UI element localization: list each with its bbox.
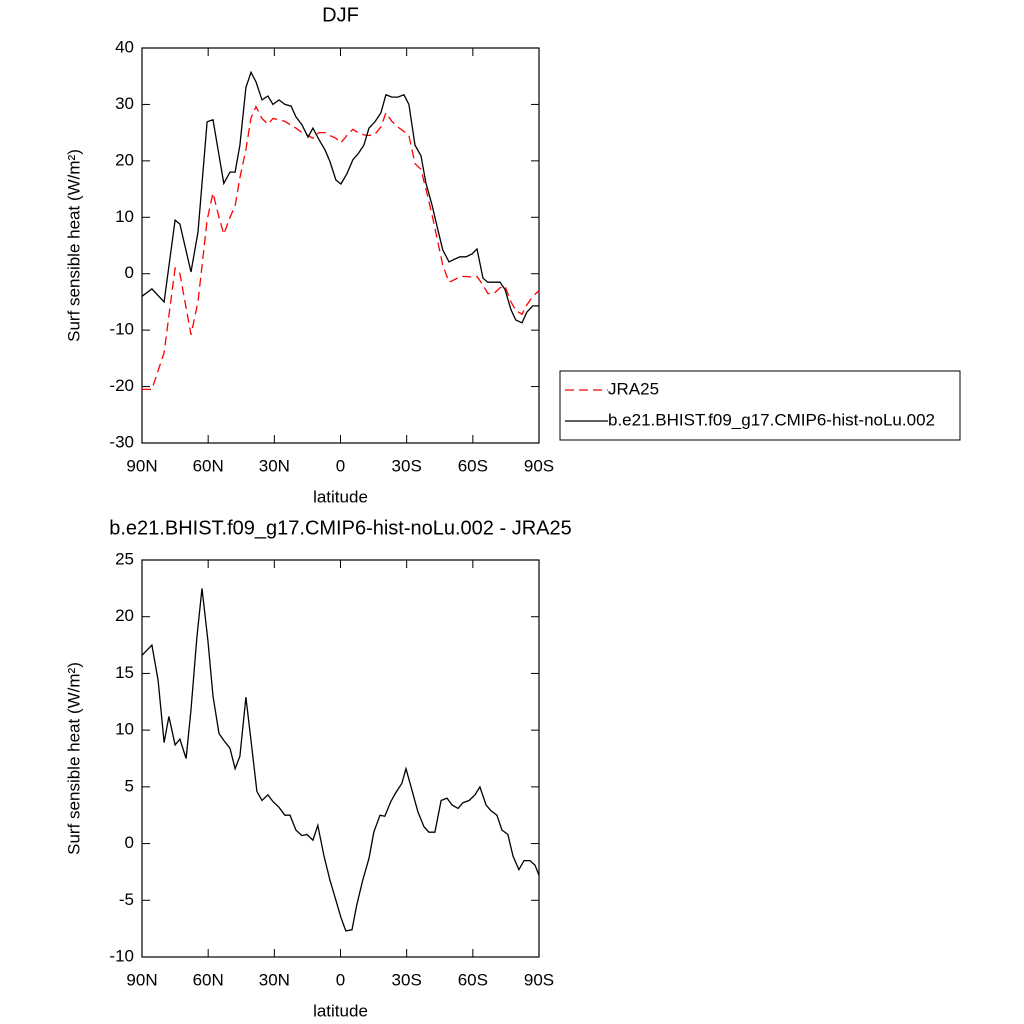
y-tick-label: 15 (115, 663, 134, 682)
plot-frame (141, 47, 540, 444)
data-line (141, 70, 539, 324)
y-axis-label: Surf sensible heat (W/m²) (64, 149, 83, 342)
x-tick-label: 90N (126, 456, 157, 475)
x-tick-label: 90N (126, 970, 157, 989)
x-tick-label: 60S (458, 456, 488, 475)
y-tick-label: 20 (115, 606, 134, 625)
y-tick-label: 0 (125, 263, 134, 282)
y-tick-label: -10 (109, 946, 134, 965)
legend-label: b.e21.BHIST.f09_g17.CMIP6-hist-noLu.002 (608, 410, 935, 429)
x-tick-label: 30N (259, 970, 290, 989)
x-tick-label: 60S (458, 970, 488, 989)
data-line (141, 588, 540, 932)
x-axis-label: latitude (313, 487, 368, 506)
y-tick-label: -20 (109, 376, 134, 395)
x-tick-label: 0 (336, 970, 345, 989)
y-tick-label: 10 (115, 207, 134, 226)
legend-label: JRA25 (608, 379, 659, 398)
y-tick-label: -30 (109, 432, 134, 451)
y-tick-label: 0 (125, 833, 134, 852)
x-tick-label: 60N (193, 456, 224, 475)
x-tick-label: 60N (193, 970, 224, 989)
y-tick-label: 25 (115, 549, 134, 568)
data-line (142, 105, 540, 391)
y-tick-label: -5 (119, 890, 134, 909)
y-tick-label: 5 (125, 776, 134, 795)
legend-box (559, 370, 961, 441)
y-axis-label: Surf sensible heat (W/m²) (64, 662, 83, 855)
y-tick-label: -10 (109, 320, 134, 339)
y-tick-label: 30 (115, 94, 134, 113)
x-tick-label: 30S (392, 456, 422, 475)
x-tick-label: 30S (392, 970, 422, 989)
x-tick-label: 90S (524, 456, 554, 475)
y-tick-label: 20 (115, 150, 134, 169)
x-tick-label: 0 (336, 456, 345, 475)
y-tick-label: 40 (115, 37, 134, 56)
x-tick-label: 90S (524, 970, 554, 989)
chart-title: DJF (322, 4, 359, 26)
plot-frame (141, 559, 540, 958)
chart-title: b.e21.BHIST.f09_g17.CMIP6-hist-noLu.002 … (109, 517, 571, 539)
y-tick-label: 10 (115, 720, 134, 739)
x-axis-label: latitude (313, 1001, 368, 1020)
x-tick-label: 30N (259, 456, 290, 475)
